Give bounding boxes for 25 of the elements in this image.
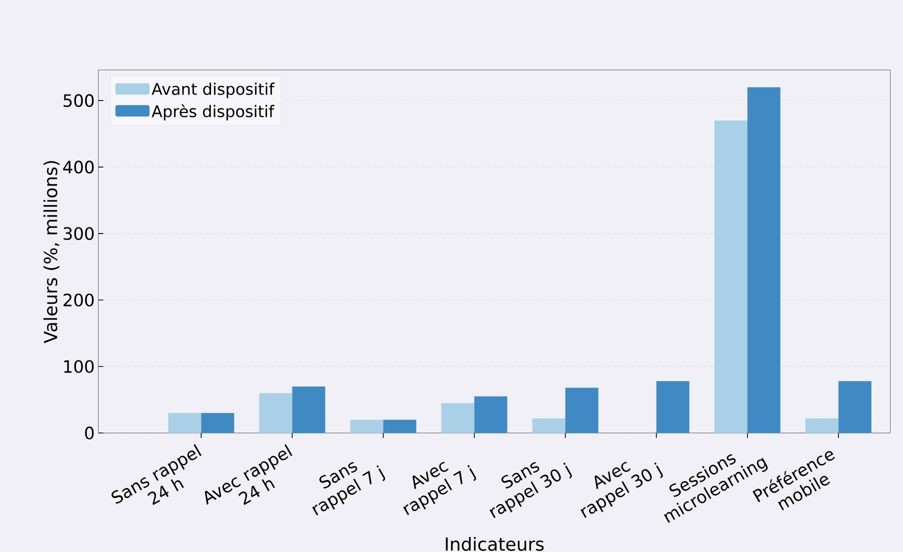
y-tick-label: 400 <box>63 160 94 174</box>
bar <box>201 412 234 433</box>
bar <box>714 120 748 433</box>
y-tick-label: 200 <box>64 293 94 306</box>
bar <box>292 386 326 433</box>
bar <box>383 420 416 433</box>
legend-label: Avant dispositif <box>152 82 275 98</box>
bar <box>350 420 384 433</box>
bar <box>474 396 508 433</box>
bar <box>805 418 838 433</box>
bar <box>656 381 690 433</box>
y-tick-label: 300 <box>64 226 94 240</box>
bar <box>532 418 566 433</box>
y-tick-label: 100 <box>64 360 94 373</box>
y-tick-label: 500 <box>64 94 94 107</box>
x-axis-title: Indicateurs <box>446 536 544 551</box>
y-tick-label: 0 <box>85 426 94 440</box>
bar <box>747 87 780 433</box>
bar <box>168 412 202 433</box>
bar <box>259 392 292 433</box>
bar <box>441 402 474 433</box>
legend-label: Après dispositif <box>152 104 274 120</box>
y-axis-title: Valeurs (%, millions) <box>43 160 60 344</box>
bar <box>565 388 598 433</box>
bar <box>838 381 872 433</box>
